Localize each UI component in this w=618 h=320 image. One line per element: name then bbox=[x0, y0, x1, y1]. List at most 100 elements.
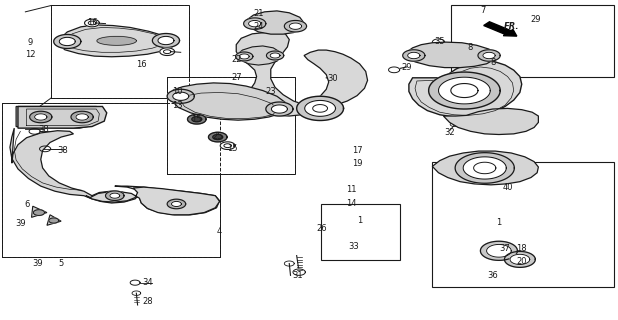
Polygon shape bbox=[35, 114, 47, 120]
Text: 39: 39 bbox=[15, 219, 26, 228]
Text: 29: 29 bbox=[531, 15, 541, 24]
Polygon shape bbox=[248, 20, 261, 27]
Text: 37: 37 bbox=[500, 244, 510, 253]
Text: 1: 1 bbox=[496, 218, 502, 227]
Polygon shape bbox=[167, 77, 295, 174]
Text: 26: 26 bbox=[316, 224, 327, 233]
Polygon shape bbox=[2, 103, 219, 257]
Polygon shape bbox=[239, 54, 249, 59]
Polygon shape bbox=[408, 52, 420, 59]
Polygon shape bbox=[389, 67, 400, 73]
Polygon shape bbox=[504, 252, 535, 268]
Text: 15: 15 bbox=[227, 144, 237, 153]
Text: 8: 8 bbox=[490, 58, 496, 67]
Text: 34: 34 bbox=[142, 278, 153, 287]
Polygon shape bbox=[491, 179, 502, 185]
Polygon shape bbox=[433, 151, 538, 185]
Text: 18: 18 bbox=[517, 244, 527, 253]
Text: 16: 16 bbox=[87, 19, 97, 28]
Polygon shape bbox=[478, 50, 500, 61]
Polygon shape bbox=[246, 11, 304, 34]
Polygon shape bbox=[54, 35, 81, 49]
Text: 15: 15 bbox=[192, 115, 202, 124]
Polygon shape bbox=[289, 23, 302, 29]
Polygon shape bbox=[192, 117, 201, 122]
Bar bbox=[433, 162, 614, 287]
Polygon shape bbox=[208, 132, 227, 142]
Polygon shape bbox=[284, 20, 307, 32]
Polygon shape bbox=[486, 244, 511, 257]
Text: 25: 25 bbox=[213, 132, 223, 140]
Polygon shape bbox=[463, 157, 506, 179]
Text: 19: 19 bbox=[352, 159, 362, 168]
Text: 12: 12 bbox=[25, 50, 36, 59]
Bar bbox=[321, 204, 400, 260]
Polygon shape bbox=[110, 193, 120, 198]
Polygon shape bbox=[16, 107, 103, 128]
Polygon shape bbox=[187, 115, 206, 124]
Text: 4: 4 bbox=[217, 227, 222, 236]
Polygon shape bbox=[47, 215, 61, 225]
Text: 27: 27 bbox=[231, 73, 242, 82]
Polygon shape bbox=[510, 254, 530, 265]
Polygon shape bbox=[49, 218, 59, 223]
Polygon shape bbox=[172, 83, 286, 120]
Text: 14: 14 bbox=[345, 198, 356, 207]
Polygon shape bbox=[439, 77, 490, 104]
Polygon shape bbox=[455, 153, 514, 183]
Text: 10: 10 bbox=[172, 87, 183, 96]
Polygon shape bbox=[18, 107, 107, 128]
Polygon shape bbox=[106, 191, 124, 200]
Text: 23: 23 bbox=[266, 87, 276, 96]
Text: 20: 20 bbox=[517, 257, 527, 266]
Polygon shape bbox=[266, 51, 284, 60]
Text: 31: 31 bbox=[292, 271, 303, 280]
Text: 28: 28 bbox=[142, 297, 153, 306]
Polygon shape bbox=[76, 114, 88, 120]
Polygon shape bbox=[236, 30, 320, 116]
Polygon shape bbox=[403, 50, 425, 61]
Polygon shape bbox=[243, 18, 266, 29]
Polygon shape bbox=[10, 128, 219, 215]
Polygon shape bbox=[85, 19, 99, 27]
Polygon shape bbox=[480, 241, 517, 260]
Text: 38: 38 bbox=[38, 125, 49, 134]
Polygon shape bbox=[172, 201, 181, 206]
Text: 11: 11 bbox=[345, 185, 356, 194]
Text: 35: 35 bbox=[434, 37, 445, 46]
Text: 24: 24 bbox=[253, 22, 264, 31]
Polygon shape bbox=[213, 134, 222, 140]
Polygon shape bbox=[32, 206, 47, 217]
Polygon shape bbox=[153, 34, 179, 48]
Polygon shape bbox=[433, 39, 445, 45]
Text: 5: 5 bbox=[59, 259, 64, 268]
FancyArrow shape bbox=[484, 22, 517, 36]
Bar bbox=[451, 5, 614, 77]
Polygon shape bbox=[409, 60, 522, 117]
Text: 22: 22 bbox=[231, 55, 242, 64]
Text: 40: 40 bbox=[502, 183, 513, 192]
Polygon shape bbox=[293, 269, 305, 275]
Text: 38: 38 bbox=[57, 146, 68, 155]
Polygon shape bbox=[160, 48, 174, 55]
Text: 9: 9 bbox=[28, 38, 33, 47]
Text: 39: 39 bbox=[32, 259, 43, 268]
Polygon shape bbox=[51, 5, 188, 98]
Polygon shape bbox=[483, 52, 495, 59]
Polygon shape bbox=[407, 42, 495, 68]
Bar bbox=[167, 77, 295, 174]
Polygon shape bbox=[30, 111, 52, 123]
Polygon shape bbox=[305, 100, 336, 116]
Bar bbox=[51, 5, 188, 98]
Polygon shape bbox=[303, 50, 368, 108]
Polygon shape bbox=[86, 187, 219, 215]
Text: 30: 30 bbox=[327, 74, 338, 83]
Polygon shape bbox=[235, 52, 253, 61]
Polygon shape bbox=[59, 37, 75, 46]
Polygon shape bbox=[173, 92, 188, 100]
Text: 6: 6 bbox=[24, 200, 29, 209]
Text: 21: 21 bbox=[253, 9, 264, 18]
Polygon shape bbox=[167, 89, 194, 103]
Polygon shape bbox=[33, 210, 44, 215]
Polygon shape bbox=[236, 46, 281, 65]
